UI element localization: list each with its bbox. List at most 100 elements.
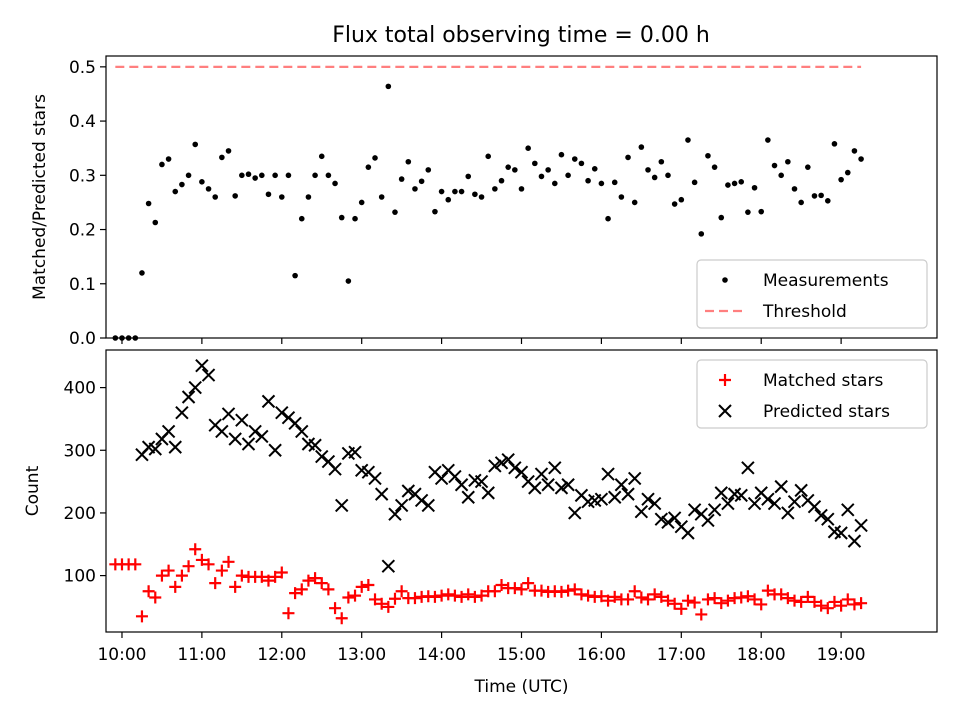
matched-point <box>795 595 808 608</box>
measurement-point <box>838 176 844 183</box>
predicted-point <box>414 493 429 508</box>
measurement-point <box>312 172 318 179</box>
measurement-point <box>571 156 578 162</box>
measurement-point <box>445 196 452 203</box>
matched-point <box>195 553 208 566</box>
predicted-point <box>275 405 289 420</box>
y-tick-label: 0.0 <box>69 329 96 349</box>
chart-title: Flux total observing time = 0.00 h <box>332 23 710 48</box>
x-tick-label: 14:00 <box>417 645 466 665</box>
predicted-point <box>514 465 529 479</box>
matched-point <box>708 592 721 605</box>
matched-point <box>455 590 468 603</box>
measurement-point <box>705 152 711 159</box>
matched-point <box>668 597 681 610</box>
predicted-point <box>148 442 162 456</box>
measurement-point <box>498 177 505 184</box>
measurement-point <box>165 156 172 162</box>
measurement-point <box>232 193 238 199</box>
predicted-point <box>381 559 396 573</box>
measurement-point <box>265 191 272 198</box>
measurement-point <box>392 209 398 215</box>
series-measurements <box>112 83 864 341</box>
matched-point <box>681 594 694 607</box>
measurement-point <box>318 153 325 160</box>
y-tick-label: 0.1 <box>69 275 96 295</box>
predicted-point <box>421 498 435 513</box>
matched-point <box>828 595 841 608</box>
measurement-point <box>125 335 132 341</box>
matched-point <box>582 589 595 602</box>
measurement-point <box>844 169 851 176</box>
legend-label: Measurements <box>763 271 889 291</box>
measurement-point <box>665 172 671 179</box>
measurement-point <box>791 186 798 192</box>
matched-point <box>468 590 481 603</box>
predicted-point <box>288 416 302 431</box>
measurement-point <box>338 214 345 221</box>
x-tick-label: 19:00 <box>817 645 866 665</box>
measurement-point <box>545 167 551 173</box>
predicted-point <box>821 512 835 526</box>
matched-point <box>661 594 674 607</box>
predicted-point <box>175 405 189 420</box>
x-tick-label: 18:00 <box>737 645 786 665</box>
matched-point <box>202 558 215 571</box>
matched-point <box>162 564 175 577</box>
predicted-point <box>241 437 256 451</box>
measurement-point <box>239 172 245 179</box>
measurement-point <box>578 160 585 167</box>
predicted-point <box>667 511 682 525</box>
predicted-point <box>774 479 788 494</box>
matched-point <box>375 597 388 610</box>
predicted-point <box>195 358 209 373</box>
matched-point <box>695 608 708 621</box>
predicted-point <box>767 496 782 511</box>
predicted-point <box>315 449 329 464</box>
measurement-point <box>618 194 625 200</box>
matched-point <box>175 569 188 582</box>
predicted-point <box>181 390 196 404</box>
matched-point <box>395 585 408 598</box>
predicted-point <box>594 492 609 506</box>
predicted-point <box>215 424 229 439</box>
predicted-point <box>841 503 855 517</box>
measurement-point <box>765 137 771 143</box>
matched-point <box>382 600 395 613</box>
y-tick-label: 0.3 <box>69 166 96 186</box>
matched-point <box>302 574 315 587</box>
measurement-point <box>532 160 538 167</box>
measurement-point <box>458 188 465 195</box>
measurement-point <box>671 201 678 207</box>
measurement-point <box>805 164 811 170</box>
measurement-point <box>205 186 212 192</box>
matched-point <box>182 560 195 573</box>
matched-point <box>282 607 295 620</box>
predicted-point <box>707 503 722 517</box>
matched-point <box>295 583 308 596</box>
measurement-point <box>585 177 591 184</box>
predicted-point <box>721 496 735 511</box>
matched-point <box>688 596 701 609</box>
matched-point <box>289 587 302 600</box>
predicted-point <box>248 424 262 439</box>
predicted-point <box>701 513 715 528</box>
matched-point <box>142 585 155 598</box>
predicted-point <box>854 518 868 533</box>
measurement-point <box>219 154 225 161</box>
matched-point <box>342 591 355 604</box>
predicted-point <box>374 487 389 501</box>
matched-point <box>322 583 335 596</box>
measurement-point <box>292 272 298 279</box>
predicted-point <box>787 494 802 509</box>
measurement-point <box>365 164 372 170</box>
measurement-point <box>551 180 558 187</box>
predicted-point <box>794 483 808 498</box>
predicted-point <box>268 443 282 457</box>
series-predicted-stars <box>135 358 868 573</box>
legend-marker <box>718 404 732 418</box>
y-tick-label: 0.4 <box>69 112 96 132</box>
measurement-point <box>298 215 305 222</box>
matched-point <box>329 602 342 615</box>
